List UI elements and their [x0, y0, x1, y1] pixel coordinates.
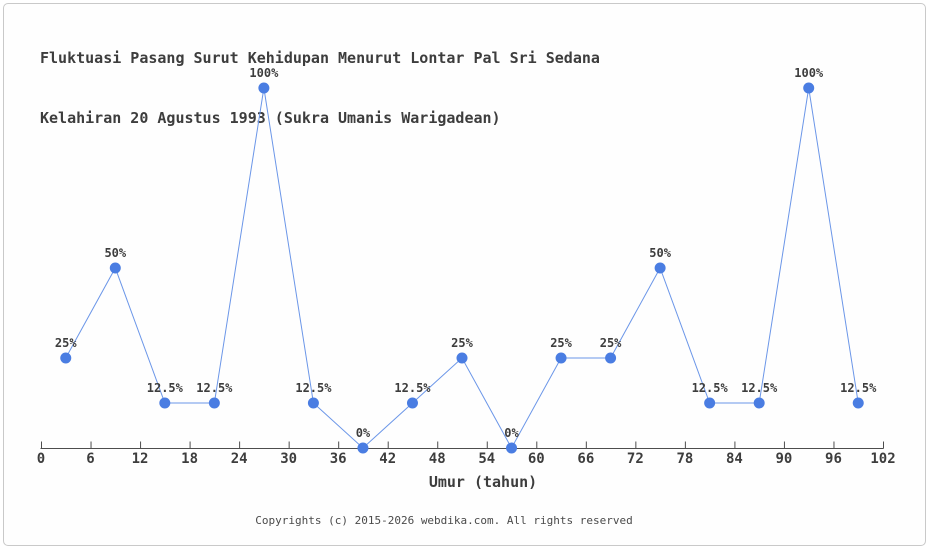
data-point-marker[interactable] [307, 397, 319, 409]
chart-title-line1: Fluktuasi Pasang Surut Kehidupan Menurut… [40, 49, 600, 67]
x-axis-tick-label: 102 [870, 451, 895, 467]
data-point-label: 12.5% [295, 381, 332, 395]
data-point-marker[interactable] [456, 352, 468, 364]
data-point-label: 100% [249, 66, 279, 80]
data-point-marker[interactable] [852, 397, 864, 409]
data-point-marker[interactable] [753, 397, 765, 409]
x-axis-tick-label: 48 [429, 451, 446, 467]
data-point-label: 50% [104, 246, 126, 260]
x-axis-tick-label: 42 [379, 451, 396, 467]
data-point-marker[interactable] [208, 397, 220, 409]
data-point-label: 50% [649, 246, 671, 260]
data-point-label: 25% [600, 336, 622, 350]
data-point-marker[interactable] [605, 352, 617, 364]
x-axis-tick-label: 96 [825, 451, 842, 467]
x-axis-tick-label: 18 [181, 451, 198, 467]
data-point-marker[interactable] [506, 442, 518, 454]
x-axis-tick-label: 90 [776, 451, 793, 467]
chart-title: Fluktuasi Pasang Surut Kehidupan Menurut… [40, 8, 600, 148]
data-point-label: 12.5% [147, 381, 184, 395]
data-point-label: 12.5% [692, 381, 729, 395]
x-axis-tick-label: 66 [577, 451, 594, 467]
data-point-label: 25% [55, 336, 77, 350]
x-axis-title: Umur (tahun) [428, 473, 538, 491]
data-point-marker[interactable] [555, 352, 567, 364]
data-point-label: 100% [794, 66, 824, 80]
data-point-marker[interactable] [406, 397, 418, 409]
data-point-marker[interactable] [357, 442, 369, 454]
x-axis-tick-label: 30 [280, 451, 297, 467]
data-line [65, 87, 859, 450]
data-point-label: 12.5% [394, 381, 431, 395]
data-point-marker[interactable] [159, 397, 171, 409]
data-point-marker[interactable] [654, 262, 666, 274]
data-point-label: 12.5% [196, 381, 233, 395]
data-point-label: 0% [504, 426, 519, 440]
x-axis-tick-label: 0 [37, 451, 45, 467]
chart-title-line2: Kelahiran 20 Agustus 1993 (Sukra Umanis … [40, 109, 501, 127]
data-point-label: 0% [356, 426, 371, 440]
x-axis-tick-label: 24 [231, 451, 248, 467]
data-point-label: 12.5% [840, 381, 877, 395]
x-axis-tick-label: 60 [528, 451, 545, 467]
x-axis-tick-label: 12 [132, 451, 149, 467]
data-point-label: 25% [451, 336, 473, 350]
data-point-marker[interactable] [704, 397, 716, 409]
x-axis-tick-label: 6 [86, 451, 94, 467]
data-point-label: 25% [550, 336, 572, 350]
data-point-marker[interactable] [60, 352, 72, 364]
x-axis-tick-label: 84 [726, 451, 743, 467]
data-point-marker[interactable] [258, 82, 270, 94]
data-point-label: 12.5% [741, 381, 778, 395]
data-point-marker[interactable] [803, 82, 815, 94]
data-point-marker[interactable] [109, 262, 121, 274]
copyright-text: Copyrights (c) 2015-2026 webdika.com. Al… [255, 514, 633, 527]
x-axis-tick-label: 54 [478, 451, 495, 467]
x-axis-tick-label: 78 [676, 451, 693, 467]
x-axis-tick-label: 36 [330, 451, 347, 467]
x-axis-tick-label: 72 [627, 451, 644, 467]
